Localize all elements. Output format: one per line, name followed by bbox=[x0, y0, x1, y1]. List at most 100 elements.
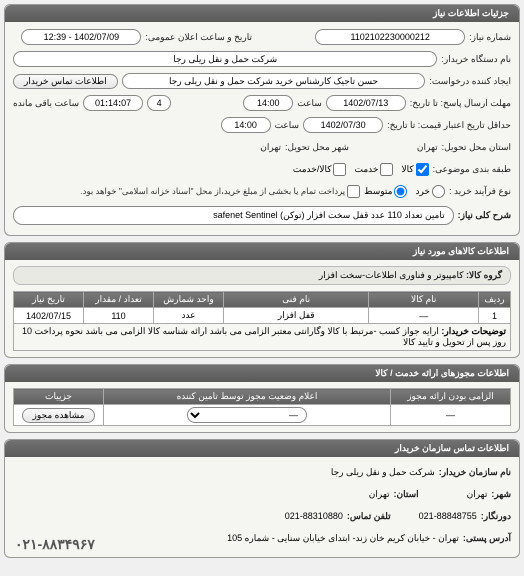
lbl-announce: تاریخ و ساعت اعلان عمومی: bbox=[145, 32, 252, 43]
lbl-org-tel: دورنگار: bbox=[481, 511, 511, 522]
rad-low-input[interactable] bbox=[432, 185, 445, 198]
lbl-org-city: شهر: bbox=[491, 489, 511, 500]
lbl-org-state: استان: bbox=[394, 489, 419, 500]
table-row: 1 — قفل افزار عدد 110 1402/07/15 bbox=[14, 308, 511, 324]
lic-status-cell: — bbox=[104, 405, 391, 426]
lbl-hour-1: ساعت bbox=[297, 98, 322, 109]
lic-th-2: جزییات bbox=[14, 389, 104, 405]
lbl-org-addr: آدرس پستی: bbox=[463, 533, 511, 544]
td-date: 1402/07/15 bbox=[14, 308, 84, 324]
th-tech: نام فنی bbox=[224, 292, 369, 308]
th-date: تاریخ نیاز bbox=[14, 292, 84, 308]
panel-org-contact: اطلاعات تماس سازمان خریدار نام سازمان خر… bbox=[4, 439, 520, 558]
licenses-table: الزامی بودن ارائه مجوز اعلام وضعیت مجوز … bbox=[13, 388, 511, 426]
lic-btn-cell: مشاهده مجوز bbox=[14, 405, 104, 426]
val-buyer-co: شرکت حمل و نقل ریلی رجا bbox=[13, 51, 437, 67]
chk-good-service[interactable]: کالا/خدمت bbox=[293, 163, 347, 176]
goods-table: ردیف نام کالا نام فنی واحد شمارش تعداد /… bbox=[13, 291, 511, 351]
rad-mid[interactable]: متوسط bbox=[364, 185, 407, 198]
lbl-requester: ایجاد کننده درخواست: bbox=[429, 76, 511, 87]
val-requester: حسن تاجیک کارشناس خرید شرکت حمل و نقل ری… bbox=[122, 73, 426, 89]
btn-view-license[interactable]: مشاهده مجوز bbox=[22, 408, 96, 423]
goods-notes-row: توضیحات خریدار: ارایه جواز کسب -مرتبط با… bbox=[14, 324, 511, 351]
header-goods: اطلاعات کالاهای مورد نیاز bbox=[5, 243, 519, 260]
rad-low[interactable]: خرد bbox=[415, 185, 445, 198]
val-validity-date: 1402/07/30 bbox=[303, 117, 383, 133]
lbl-deliv-state: استان محل تحویل: bbox=[442, 142, 511, 153]
val-org-addr: تهران - خیابان کریم خان زند- ابتدای خیاب… bbox=[227, 533, 459, 544]
panel-goods: اطلاعات کالاهای مورد نیاز گروه کالا: کام… bbox=[4, 242, 520, 358]
lic-th-0: الزامی بودن ارائه مجوز bbox=[391, 389, 511, 405]
panel-licenses: اطلاعات مجوزهای ارائه خدمت / کالا الزامی… bbox=[4, 364, 520, 433]
btn-buyer-contact[interactable]: اطلاعات تماس خریدار bbox=[13, 74, 118, 89]
lbl-buyer-co: نام دستگاه خریدار: bbox=[441, 54, 511, 65]
header-org-contact: اطلاعات تماس سازمان خریدار bbox=[5, 440, 519, 457]
val-req-no: 1102102230000212 bbox=[315, 29, 465, 45]
chk-service-input[interactable] bbox=[380, 163, 393, 176]
goods-notes-cell: توضیحات خریدار: ارایه جواز کسب -مرتبط با… bbox=[14, 324, 511, 351]
chk-good-input[interactable] bbox=[416, 163, 429, 176]
panel-need-details: جزئیات اطلاعات نیاز شماره نیاز: 11021022… bbox=[4, 4, 520, 236]
licenses-header-row: الزامی بودن ارائه مجوز اعلام وضعیت مجوز … bbox=[14, 389, 511, 405]
val-notes: ارایه جواز کسب -مرتبط با کالا وگارانتی م… bbox=[22, 326, 506, 347]
val-org-state: تهران bbox=[369, 489, 390, 500]
header-licenses: اطلاعات مجوزهای ارائه خدمت / کالا bbox=[5, 365, 519, 382]
val-validity-hour: 14:00 bbox=[221, 117, 271, 133]
table-row: — — مشاهده مجوز bbox=[14, 405, 511, 426]
lic-th-1: اعلام وضعیت مجوز توسط تامین کننده bbox=[104, 389, 391, 405]
chk-service[interactable]: خدمت bbox=[354, 163, 393, 176]
pkg-type-group: کالا خدمت کالا/خدمت bbox=[293, 163, 429, 176]
cd-h: 01 bbox=[95, 98, 105, 108]
td-name: — bbox=[369, 308, 479, 324]
val-org-tel2: 021-88310880 bbox=[285, 511, 343, 521]
chk-payment-note[interactable]: پرداخت تمام یا بخشی از مبلغ خرید،از محل … bbox=[80, 185, 360, 198]
th-unit: واحد شمارش bbox=[154, 292, 224, 308]
lbl-hour-2: ساعت bbox=[275, 120, 300, 131]
lbl-notes: توضیحات خریدار: bbox=[441, 326, 506, 336]
td-unit: عدد bbox=[154, 308, 224, 324]
chk-service-label: خدمت bbox=[354, 164, 378, 175]
lbl-deliv-city: شهر محل تحویل: bbox=[285, 142, 349, 153]
goods-table-header-row: ردیف نام کالا نام فنی واحد شمارش تعداد /… bbox=[14, 292, 511, 308]
lbl-subject: شرح کلی نیاز: bbox=[458, 210, 511, 221]
lbl-pkg-type: طبقه بندی موضوعی: bbox=[433, 164, 511, 175]
payment-group: خرد متوسط bbox=[364, 185, 445, 198]
chk-good-service-input[interactable] bbox=[333, 163, 346, 176]
lbl-goods-group: گروه کالا: bbox=[466, 270, 502, 280]
lbl-deadline-send: مهلت ارسال پاسخ: تا تاریخ: bbox=[410, 98, 511, 109]
val-deliv-state: تهران bbox=[417, 142, 438, 153]
chk-good-label: کالا bbox=[401, 164, 413, 175]
countdown-hms: 01:14:07 bbox=[83, 95, 143, 111]
lbl-remaining: ساعت باقی مانده bbox=[13, 98, 79, 109]
cd-m: 14 bbox=[108, 98, 118, 108]
th-qty: تعداد / مقدار bbox=[84, 292, 154, 308]
val-org-tel: 021-88848755 bbox=[419, 511, 477, 521]
goods-group-strip: گروه کالا: کامپیوتر و فناوری اطلاعات-سخت… bbox=[13, 266, 511, 285]
td-idx: 1 bbox=[479, 308, 511, 324]
val-goods-group: کامپیوتر و فناوری اطلاعات-سخت افزار bbox=[319, 270, 464, 280]
val-org-city: تهران bbox=[467, 489, 488, 500]
lbl-org-name: نام سازمان خریدار: bbox=[439, 467, 511, 478]
chk-good-service-label: کالا/خدمت bbox=[293, 164, 332, 175]
payment-note-text: پرداخت تمام یا بخشی از مبلغ خرید،از محل … bbox=[80, 186, 345, 197]
lic-status-select[interactable]: — bbox=[187, 407, 307, 423]
footer-phone: ۰۲۱-۸۸۳۴۹۶۷ bbox=[15, 536, 95, 553]
lbl-validity: حداقل تاریخ اعتبار قیمت: تا تاریخ: bbox=[387, 120, 511, 131]
lbl-org-tel2: تلفن تماس: bbox=[347, 511, 391, 522]
rad-mid-label: متوسط bbox=[364, 186, 392, 197]
chk-good[interactable]: کالا bbox=[401, 163, 428, 176]
val-deadline-date: 1402/07/13 bbox=[326, 95, 406, 111]
lbl-payment: نوع فرآیند خرید : bbox=[449, 186, 511, 197]
val-subject: تامین تعداد 110 عدد قفل سخت افزار (توکن)… bbox=[13, 206, 454, 225]
val-org-name: شرکت حمل و نقل ریلی رجا bbox=[331, 467, 435, 478]
th-idx: ردیف bbox=[479, 292, 511, 308]
lic-required: — bbox=[391, 405, 511, 426]
chk-payment-note-input[interactable] bbox=[347, 185, 360, 198]
rad-mid-input[interactable] bbox=[394, 185, 407, 198]
td-tech: قفل افزار bbox=[224, 308, 369, 324]
th-name: نام کالا bbox=[369, 292, 479, 308]
td-qty: 110 bbox=[84, 308, 154, 324]
val-announce: 1402/07/09 - 12:39 bbox=[21, 29, 141, 45]
countdown-d: 4 bbox=[147, 95, 171, 111]
val-deliv-city: تهران bbox=[260, 142, 281, 153]
